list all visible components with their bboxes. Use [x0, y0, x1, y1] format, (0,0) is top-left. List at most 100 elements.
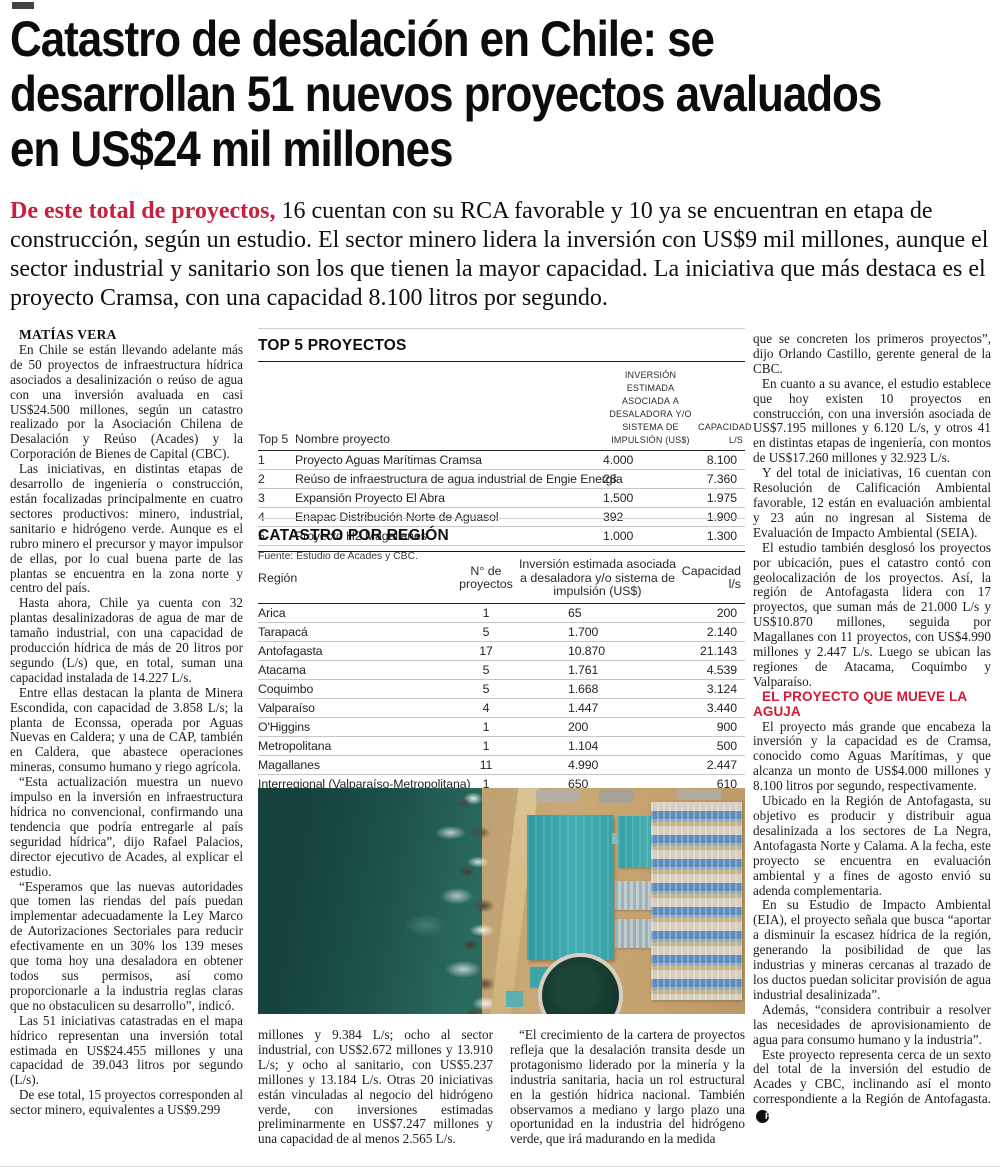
cell-investment: 1.000: [603, 529, 634, 543]
main-plant-building: [526, 815, 613, 960]
header-region: Región: [258, 571, 298, 586]
header-projects: N° de proyectos: [459, 563, 513, 592]
page-crop-mark: [12, 2, 34, 9]
cell-rank: 2: [258, 472, 265, 486]
cell-capacity: 3.124: [706, 681, 737, 696]
cell-projects: 5: [482, 662, 490, 677]
paragraph: “El crecimiento de la cartera de proyect…: [510, 1027, 745, 1147]
headline: Catastro de desalación en Chile: se desa…: [10, 12, 969, 177]
small-shed: [506, 991, 523, 1008]
cell-investment: 1.761: [568, 662, 599, 677]
cell-capacity: 610: [716, 776, 737, 791]
table-row: 3 Expansión Proyecto El Abra 1.500 1.975: [258, 489, 745, 508]
paragraph: Hasta ahora, Chile ya cuenta con 32 plan…: [10, 595, 243, 685]
top5-table: TOP 5 PROYECTOS Top 5 Nombre proyecto In…: [258, 328, 751, 562]
cell-rank: 1: [258, 453, 265, 467]
cell-name: Proyecto Aguas Marítimas Cramsa: [295, 453, 482, 467]
column-left: MATÍAS VERA En Chile se están llevando a…: [10, 327, 243, 1118]
utility-building: [615, 880, 651, 911]
cell-capacity: 2.447: [706, 757, 737, 772]
cell-investment: 1.500: [603, 491, 634, 505]
cell-region: Arica: [258, 605, 286, 620]
column-mid-a: millones y 9.384 L/s; ocho al sector ind…: [258, 1027, 493, 1147]
paragraph: “Esta actualización muestra un nuevo imp…: [10, 774, 243, 879]
table-row: Coquimbo 5 1.668 3.124: [258, 680, 745, 699]
paragraph: Este proyecto representa cerca de un sex…: [753, 1046, 991, 1124]
paragraph: Entre ellas destacan la planta de Minera…: [10, 684, 243, 775]
table-row: Arica 1 65 200: [258, 604, 745, 623]
plant-structure: [676, 789, 721, 801]
paragraph: De ese total, 15 proyectos corresponden …: [10, 1087, 243, 1118]
paragraph: El proyecto más grande que encabeza la i…: [753, 718, 991, 794]
lede-text: 16 cuentan con su RCA favorable y 10 ya …: [10, 198, 989, 311]
plant-structure: [598, 789, 633, 803]
cell-investment: 1.700: [568, 624, 599, 639]
cell-projects: 11: [479, 757, 493, 772]
table-row: Atacama 5 1.761 4.539: [258, 661, 745, 680]
cell-region: Interregional (Valparaíso-Metropolitana): [258, 776, 471, 791]
region-table-title: CATASTRO POR REGIÓN: [258, 519, 745, 552]
table-row: Metropolitana 1 1.104 500: [258, 737, 745, 756]
cell-rank: 5: [258, 529, 265, 543]
paragraph: Además, “considera contribuir a resolver…: [753, 1001, 991, 1047]
top5-table-title: TOP 5 PROYECTOS: [258, 329, 745, 362]
cell-capacity: 200: [716, 605, 737, 620]
table-row: 5 Proyecto H2 Magallanes 1.000 1.300: [258, 527, 745, 546]
header-investment: Inversión estimada asociada a desaladora…: [518, 557, 677, 598]
cell-projects: 1: [482, 738, 490, 753]
table-row: Tarapacá 5 1.700 2.140: [258, 623, 745, 642]
column-right: que se concreten los primeros proyectos”…: [753, 331, 991, 1124]
end-of-article-icon: P: [756, 1110, 771, 1124]
cell-projects: 1: [482, 605, 490, 620]
cell-investment: 10.870: [568, 643, 606, 658]
paragraph-text: Este proyecto representa cerca de un sex…: [753, 1046, 991, 1107]
cell-region: Coquimbo: [258, 681, 314, 696]
cell-rank: 3: [258, 491, 265, 505]
cell-region: Metropolitana: [258, 738, 332, 753]
cell-capacity: 1.300: [706, 529, 737, 543]
section-subhead: EL PROYECTO QUE MUEVE LA AGUJA: [753, 688, 967, 719]
cell-projects: 5: [482, 681, 490, 696]
paragraph: Las 51 iniciativas catastradas en el map…: [10, 1012, 243, 1088]
table-row: 1 Proyecto Aguas Marítimas Cramsa 4.000 …: [258, 451, 745, 470]
headline-line-1: Catastro de desalación en Chile: se: [10, 11, 715, 67]
cell-capacity: 8.100: [706, 453, 737, 467]
cell-projects: 1: [482, 776, 490, 791]
plant-structure: [535, 790, 580, 802]
header-investment: Inversión estimada asociada a desaladora…: [609, 367, 692, 446]
circular-water-tank: [538, 952, 624, 1014]
paragraph: En su Estudio de Impacto Ambiental (EIA)…: [753, 897, 991, 1002]
aerial-photo-desalination-plant: [258, 788, 745, 1014]
lede-lead-in: De este total de proyectos,: [10, 198, 276, 224]
paragraph: Las iniciativas, en distintas etapas de …: [10, 461, 243, 596]
cell-investment: 650: [568, 776, 589, 791]
paragraph: Ubicado en la Región de Antofagasta, su …: [753, 793, 991, 898]
cell-investment: 392: [603, 510, 624, 524]
cell-projects: 17: [479, 643, 493, 658]
cell-investment: 1.104: [568, 738, 599, 753]
paragraph: Y del total de iniciativas, 16 cuentan c…: [753, 465, 991, 540]
paragraph: En Chile se están llevando adelante más …: [10, 341, 243, 462]
table-row: O'Higgins 1 200 900: [258, 718, 745, 737]
table-row: Antofagasta 17 10.870 21.143: [258, 642, 745, 661]
cell-investment: 4.000: [603, 453, 634, 467]
cell-region: O'Higgins: [258, 719, 311, 734]
headline-line-3: en US$24 mil millones: [10, 121, 454, 177]
cell-region: Magallanes: [258, 757, 320, 772]
table-row: 4 Enapac Distribución Norte de Aguasol 3…: [258, 508, 745, 527]
cell-capacity: 4.539: [706, 662, 737, 677]
table-row: 2 Reúso de infraestructura de agua indus…: [258, 470, 745, 489]
cell-projects: 4: [482, 700, 490, 715]
cell-capacity: 1.900: [706, 510, 737, 524]
cell-region: Tarapacá: [258, 624, 308, 639]
cell-capacity: 7.360: [706, 472, 737, 486]
cell-region: Atacama: [258, 662, 306, 677]
paragraph: millones y 9.384 L/s; ocho al sector ind…: [258, 1027, 493, 1147]
cell-name: Reúso de infraestructura de agua industr…: [295, 472, 623, 486]
cell-investment: 200: [568, 719, 589, 734]
cell-investment: 28: [603, 472, 617, 486]
mid-text-row: millones y 9.384 L/s; ocho al sector ind…: [258, 1027, 745, 1147]
cell-capacity: 3.440: [706, 700, 737, 715]
cell-capacity: 900: [716, 719, 737, 734]
